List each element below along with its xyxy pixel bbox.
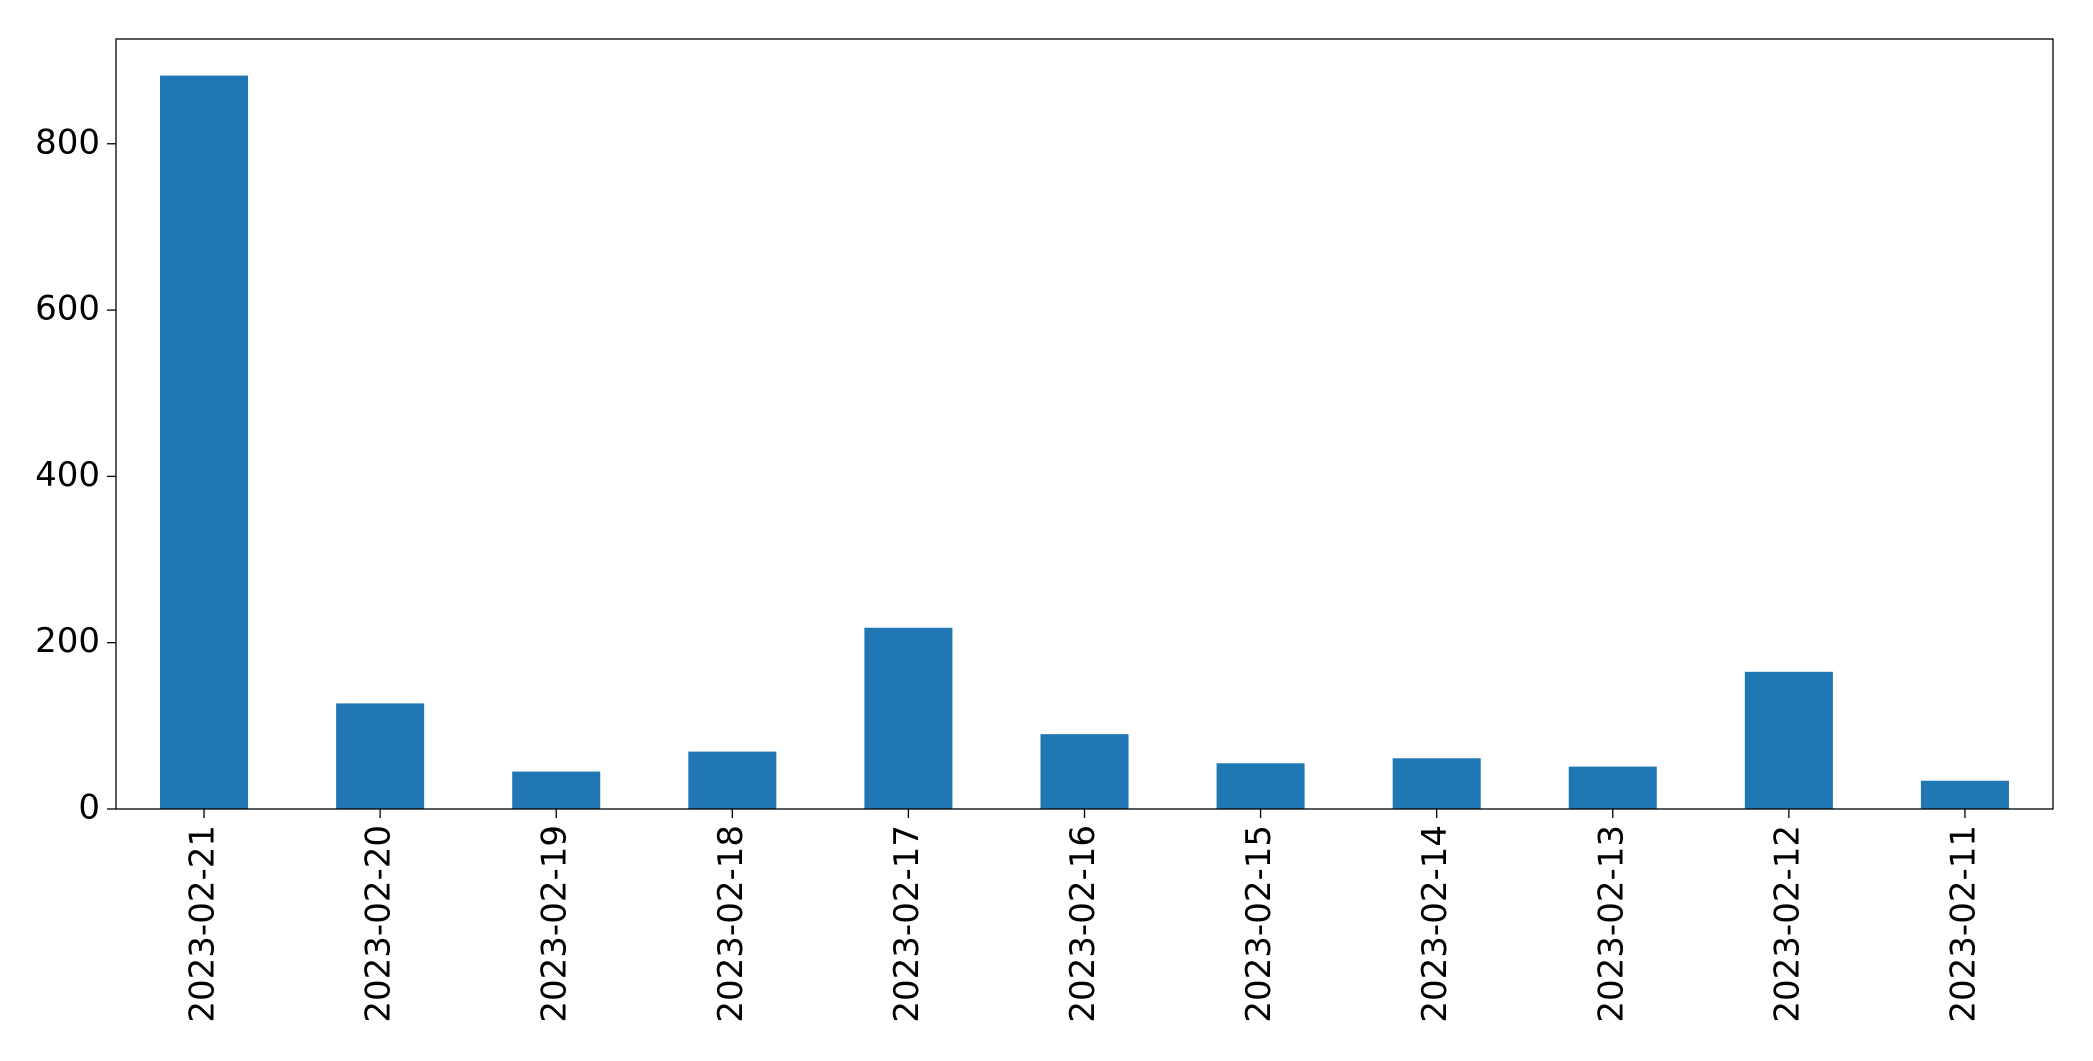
x-tick-label: 2023-02-14	[1415, 825, 1455, 1023]
x-tick-label: 2023-02-13	[1591, 825, 1631, 1023]
bar	[1920, 780, 2009, 809]
y-tick-label: 600	[35, 289, 100, 329]
y-tick-label: 400	[35, 455, 100, 495]
y-tick-label: 0	[78, 788, 100, 828]
x-tick-label: 2023-02-20	[359, 825, 399, 1023]
bar	[160, 75, 249, 810]
bar	[512, 771, 601, 809]
bar	[1568, 766, 1657, 809]
bar	[336, 703, 425, 809]
bar	[1744, 671, 1833, 809]
x-tick-label: 2023-02-12	[1767, 825, 1807, 1023]
x-tick-label: 2023-02-21	[183, 825, 223, 1023]
x-tick-label: 2023-02-11	[1943, 825, 1983, 1023]
y-tick-label: 800	[35, 122, 100, 162]
bar	[864, 627, 953, 809]
x-tick-label: 2023-02-15	[1239, 825, 1279, 1023]
bar	[688, 751, 777, 809]
x-tick-label: 2023-02-19	[535, 825, 575, 1023]
bar	[1392, 758, 1481, 809]
bar	[1216, 763, 1305, 809]
y-tick-label: 200	[35, 621, 100, 661]
x-tick-label: 2023-02-18	[711, 825, 751, 1023]
x-tick-label: 2023-02-16	[1063, 825, 1103, 1023]
bar	[1040, 734, 1129, 809]
plot-frame	[115, 38, 2054, 810]
x-tick-label: 2023-02-17	[887, 825, 927, 1023]
